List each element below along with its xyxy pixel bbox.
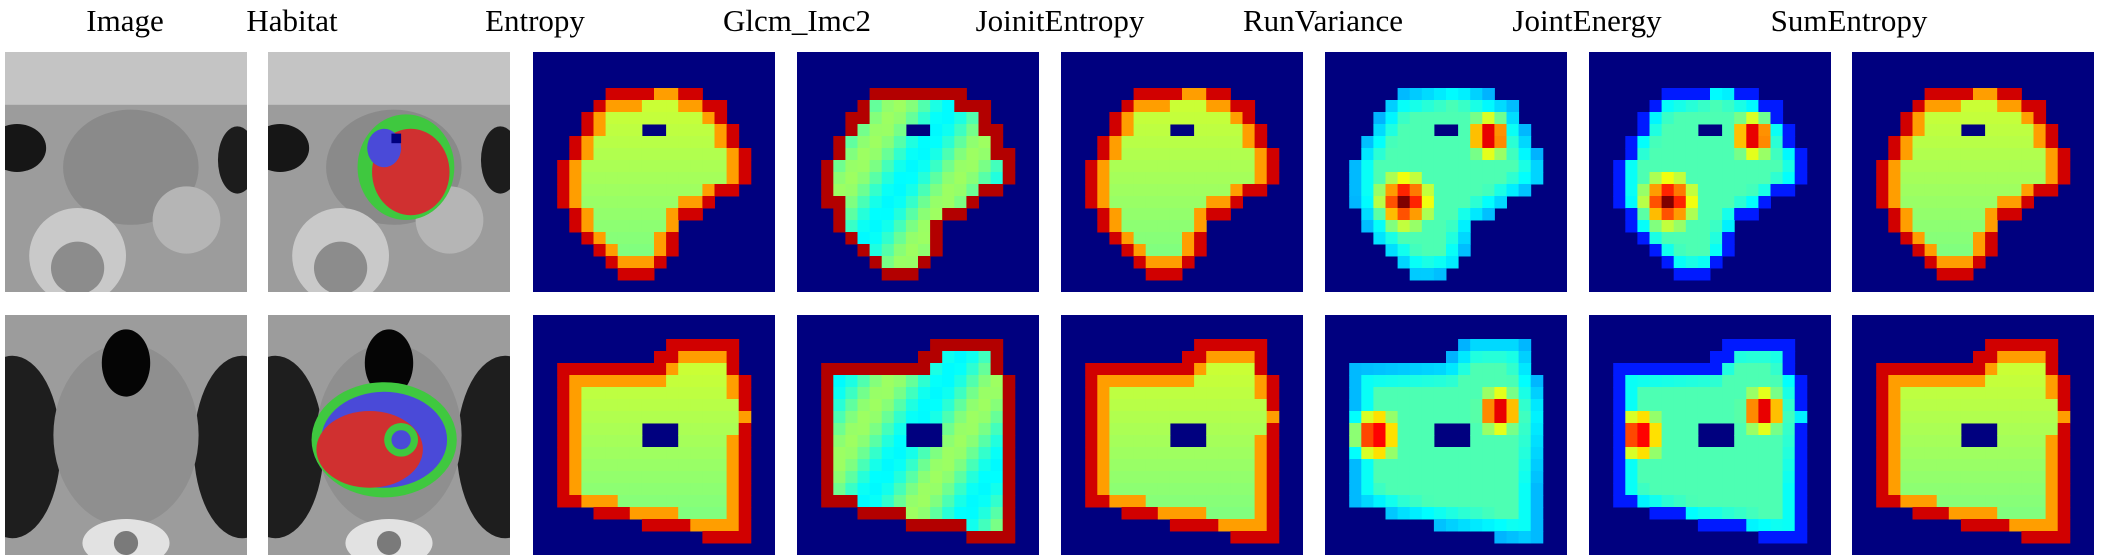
run-variance-map-row2 bbox=[1325, 315, 1567, 555]
glcm-imc2-map-row2 bbox=[797, 315, 1039, 555]
column-title-run-variance: RunVariance bbox=[1242, 3, 1404, 38]
column-title-joinit-entropy: JoinitEntropy bbox=[975, 3, 1145, 38]
habitat-image-row2 bbox=[268, 315, 510, 555]
column-title-glcm-imc2: Glcm_Imc2 bbox=[722, 3, 872, 38]
column-title-joint-energy: JointEnergy bbox=[1512, 3, 1662, 38]
column-title-image: Image bbox=[86, 3, 164, 38]
joinit-entropy-map-row1 bbox=[1061, 52, 1303, 292]
column-title-habitat: Habitat bbox=[246, 3, 338, 38]
column-title-sum-entropy: SumEntropy bbox=[1770, 3, 1928, 38]
joinit-entropy-map-row2 bbox=[1061, 315, 1303, 555]
ct-image-row2 bbox=[5, 315, 247, 555]
glcm-imc2-map-row1 bbox=[797, 52, 1039, 292]
joint-energy-map-row2 bbox=[1589, 315, 1831, 555]
sum-entropy-map-row1 bbox=[1852, 52, 2094, 292]
entropy-map-row2 bbox=[533, 315, 775, 555]
ct-image-row1 bbox=[5, 52, 247, 292]
sum-entropy-map-row2 bbox=[1852, 315, 2094, 555]
joint-energy-map-row1 bbox=[1589, 52, 1831, 292]
run-variance-map-row1 bbox=[1325, 52, 1567, 292]
habitat-image-row1 bbox=[268, 52, 510, 292]
column-title-entropy: Entropy bbox=[485, 3, 585, 38]
entropy-map-row1 bbox=[533, 52, 775, 292]
